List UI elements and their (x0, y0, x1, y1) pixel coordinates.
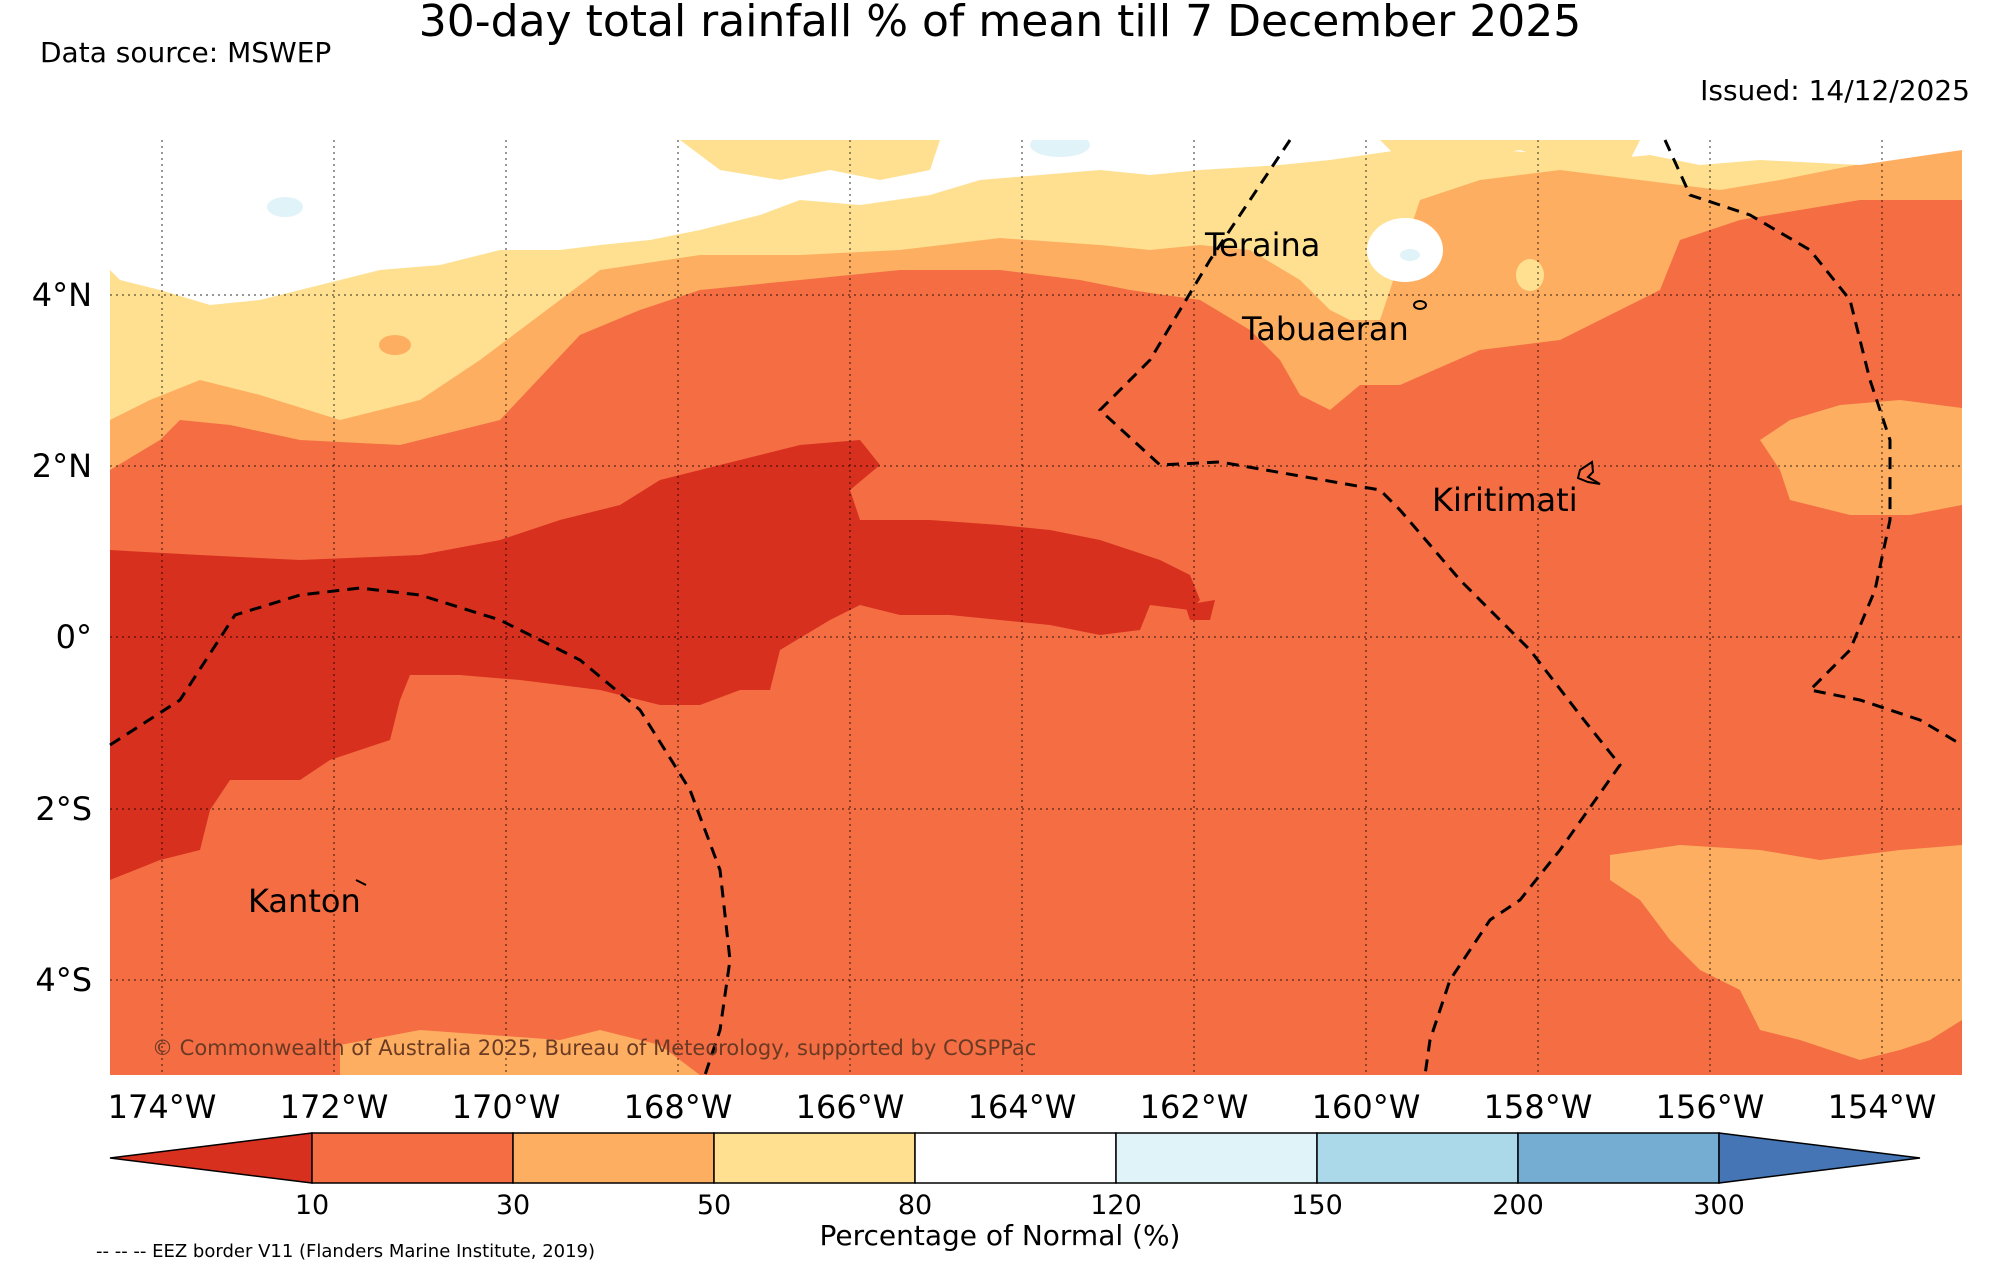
colorbar-segment-lt10 (109, 1132, 313, 1184)
zone-30-50-east (1760, 400, 1962, 515)
lon-label-172w: 172°W (279, 1088, 389, 1126)
zone-30-50-southeast (1610, 845, 1962, 1060)
zone-50-80-patch-a (680, 140, 940, 180)
lon-label-154w: 154°W (1827, 1088, 1937, 1126)
data-source: Data source: MSWEP (40, 36, 332, 69)
zone-80-120-north (110, 140, 1962, 305)
lon-label-158w: 158°W (1483, 1088, 1593, 1126)
copyright-notice: © Commonwealth of Australia 2025, Bureau… (152, 1036, 1037, 1060)
zone-50-80-patch-b (1380, 140, 1640, 170)
lon-label-170w: 170°W (451, 1088, 561, 1126)
lon-label-168w: 168°W (623, 1088, 733, 1126)
kanton-island (355, 879, 367, 886)
eez-border-kanton (109, 586, 732, 1076)
zone-120-150-west (267, 197, 303, 217)
lat-label-4n: 4°N (31, 276, 92, 314)
tabuaeran-island (1413, 300, 1427, 310)
zone-lt10-fleck (1185, 600, 1215, 620)
zone-lt10 (110, 440, 1200, 880)
colorbar-tick-300: 300 (1693, 1190, 1745, 1221)
lat-label-4s: 4°S (35, 961, 92, 999)
colorbar-tick-50: 50 (696, 1190, 732, 1221)
lon-label-160w: 160°W (1311, 1088, 1421, 1126)
place-label-kanton: Kanton (248, 882, 361, 920)
colorbar-tick-10: 10 (294, 1190, 330, 1221)
map-title: 30-day total rainfall % of mean till 7 D… (418, 0, 1582, 47)
zone-50-80-blob (1516, 259, 1544, 291)
eez-legend-note: -- -- -- EEZ border V11 (Flanders Marine… (96, 1241, 596, 1262)
lat-label-2n: 2°N (31, 447, 92, 485)
zone-120-150-teraina (1400, 249, 1420, 261)
colorbar-tick-80: 80 (897, 1190, 933, 1221)
lat-label-0: 0° (55, 618, 92, 656)
colorbar-segment-r200-300 (1517, 1132, 1720, 1184)
colorbar-tick-120: 120 (1090, 1190, 1142, 1221)
zone-120-150-top (1030, 140, 1090, 157)
colorbar-segment-r120-150 (1115, 1132, 1318, 1184)
lon-label-174w: 174°W (107, 1088, 217, 1126)
colorbar-segment-r30-50 (512, 1132, 715, 1184)
colorbar-tick-30: 30 (495, 1190, 531, 1221)
colorbar-label: Percentage of Normal (%) (819, 1219, 1181, 1252)
colorbar-segment-gt300 (1718, 1132, 1921, 1184)
lat-label-2s: 2°S (35, 790, 92, 828)
kiritimati-island (1576, 460, 1601, 485)
colorbar-tick-150: 150 (1291, 1190, 1343, 1221)
eez-borders (109, 139, 1963, 1076)
zone-30-50-blob (379, 335, 411, 355)
islands (355, 300, 1601, 886)
place-label-kiritimati: Kiritimati (1432, 481, 1578, 519)
eez-border-line-islands (1097, 139, 1622, 1076)
lon-label-164w: 164°W (967, 1088, 1077, 1126)
rainfall-field (110, 140, 1962, 1075)
zone-30-50-south (340, 1030, 700, 1075)
lon-label-156w: 156°W (1655, 1088, 1765, 1126)
place-label-tabuaeran: Tabuaeran (1242, 310, 1409, 348)
eez-border-east (1663, 139, 1963, 747)
issued-date: Issued: 14/12/2025 (1700, 74, 1970, 107)
place-label-teraina: Teraina (1205, 226, 1321, 264)
colorbar-segment-r150-200 (1316, 1132, 1519, 1184)
lon-label-162w: 162°W (1139, 1088, 1249, 1126)
colorbar-tick-200: 200 (1492, 1190, 1544, 1221)
colorbar-segment-r50-80 (713, 1132, 916, 1184)
colorbar-segment-r80-120 (914, 1132, 1117, 1184)
graticule (110, 140, 1962, 1075)
lon-label-166w: 166°W (795, 1088, 905, 1126)
colorbar-segment-r10-30 (311, 1132, 514, 1184)
